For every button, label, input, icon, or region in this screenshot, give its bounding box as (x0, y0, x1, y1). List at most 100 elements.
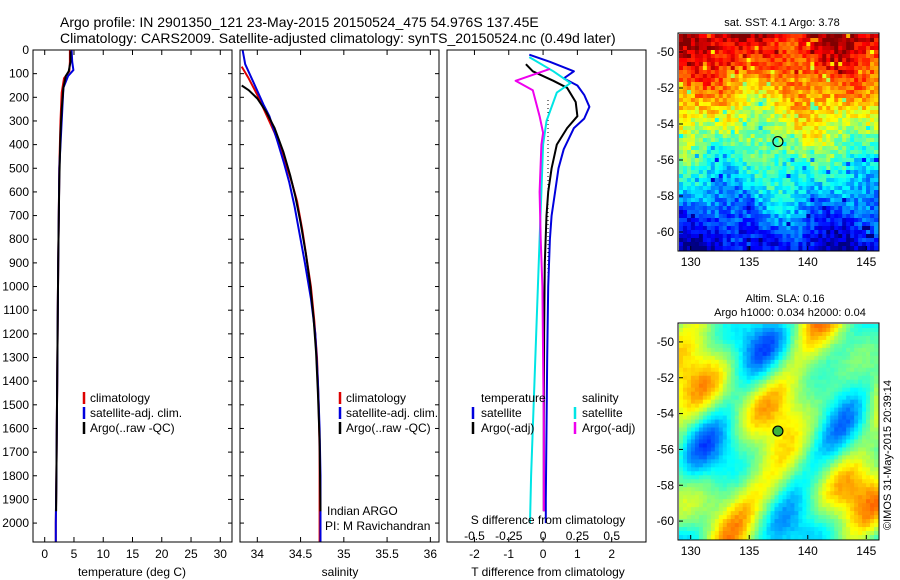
sla-map-cell (802, 407, 807, 413)
sla-map-cell (754, 439, 760, 445)
sla-map-cell (818, 407, 823, 413)
sst-map-cell (698, 246, 704, 251)
sla-map-cell (782, 415, 788, 421)
sst-map-cell (746, 58, 752, 63)
sst-map-cell (874, 194, 879, 199)
sla-map-cell (842, 371, 847, 377)
sla-map-cell (814, 447, 819, 453)
sla-map-cell (726, 324, 732, 329)
sst-map-cell (682, 86, 688, 91)
sst-map-cell (706, 110, 712, 115)
sst-map-cell (834, 214, 839, 219)
sst-map-cell (706, 150, 712, 155)
sst-map-cell (862, 122, 867, 127)
sla-map-cell (822, 451, 827, 456)
sst-map-cell (758, 102, 764, 107)
sla-map-cell (798, 419, 803, 425)
sla-map-cell (706, 327, 712, 333)
sst-map-cell (730, 202, 736, 207)
sst-map-cell (694, 58, 700, 63)
sst-map-cell (774, 222, 780, 227)
sla-map-cell (762, 443, 768, 449)
sla-map-cell (738, 371, 744, 377)
sla-map-cell (806, 483, 811, 488)
sst-map-cell (679, 98, 684, 103)
sst-map-cell (714, 130, 720, 135)
sst-map-cell (794, 46, 799, 51)
sla-map-cell (778, 459, 784, 464)
sst-map-cell (798, 178, 803, 183)
sst-map-cell (702, 182, 708, 187)
sst-map-cell (758, 202, 764, 207)
sst-map-cell (710, 126, 716, 131)
sst-map-cell (770, 134, 776, 139)
sst-map-cell (798, 170, 803, 175)
sst-map-cell (830, 246, 835, 251)
sst-map-cell (850, 94, 855, 99)
sst-map-cell (750, 218, 756, 223)
sla-map-cell (790, 391, 796, 397)
sst-map-cell (694, 194, 700, 199)
sst-map-cell (738, 122, 744, 127)
sla-map-cell (762, 403, 768, 409)
sst-map-cell (810, 118, 815, 123)
sst-map-cell (850, 142, 855, 147)
sst-map-cell (698, 78, 704, 83)
sst-map-cell (714, 162, 720, 167)
sst-map-cell (854, 238, 859, 243)
sla-map-cell (854, 399, 859, 405)
sst-map-cell (694, 34, 700, 39)
sla-map-cell (850, 467, 855, 472)
sst-map-cell (854, 170, 859, 175)
sst-map-cell (854, 94, 859, 99)
sla-map-cell (766, 467, 772, 472)
sla-map-cell (822, 475, 827, 480)
sst-map-cell (754, 114, 760, 119)
sst-map-cell (726, 70, 732, 75)
sst-map-cell (870, 94, 875, 99)
sst-map-cell (826, 166, 831, 171)
sla-map-cell (686, 324, 692, 329)
sla-map-cell (806, 415, 811, 421)
sla-map-cell (802, 427, 807, 433)
sla-map-cell (834, 455, 839, 460)
sla-map-cell (746, 355, 752, 361)
sst-map-cell (802, 94, 807, 99)
sst-map-cell (830, 86, 835, 91)
sla-map-cell (830, 335, 835, 341)
sla-map-cell (746, 479, 752, 484)
sst-map-cell (730, 46, 736, 51)
sst-map-cell (714, 86, 720, 91)
sla-map-cell (679, 419, 684, 425)
sla-map-cell (802, 459, 807, 464)
sst-map-cell (842, 154, 847, 159)
sst-map-cell (706, 210, 712, 215)
sst-map-cell (874, 114, 879, 119)
sst-map-cell (778, 206, 784, 211)
sla-map-cell (718, 455, 724, 460)
sst-map-cell (830, 142, 835, 147)
sst-map-cell (854, 202, 859, 207)
sst-map-cell (790, 222, 796, 227)
sla-map-cell (698, 339, 704, 345)
sla-map-cell (846, 463, 851, 468)
sst-map-cell (694, 46, 700, 51)
sst-map-cell (758, 242, 764, 247)
sst-map-cell (698, 42, 704, 47)
sla-map-cell (714, 411, 720, 417)
sst-map-cell (734, 130, 740, 135)
sst-map-cell (874, 218, 879, 223)
sst-map-cell (838, 118, 843, 123)
sla-map-cell (710, 455, 716, 460)
sst-map-cell (690, 82, 696, 87)
sla-map-cell (770, 471, 776, 476)
sst-map-cell (814, 94, 819, 99)
sst-map-cell (834, 174, 839, 179)
sst-map-cell (862, 158, 867, 163)
sst-map-cell (798, 226, 803, 231)
sst-map-cell (690, 134, 696, 139)
sla-map-cell (706, 383, 712, 389)
sla-map-cell (838, 431, 843, 437)
sst-map-cell (714, 58, 720, 63)
sst-map-cell (790, 102, 796, 107)
